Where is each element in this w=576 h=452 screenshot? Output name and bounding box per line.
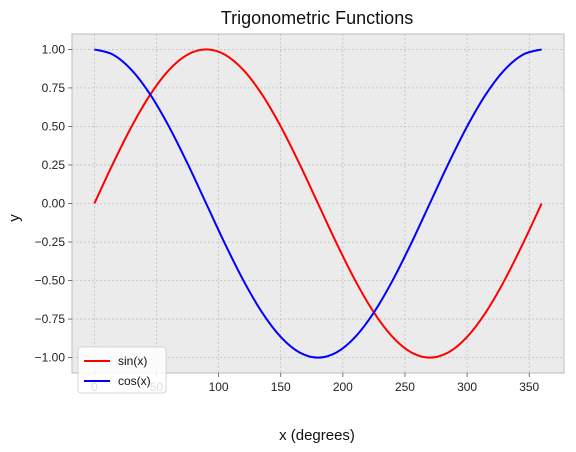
series-lines <box>93 48 543 359</box>
y-tick-label: −0.75 <box>35 312 66 326</box>
y-tick-label: 1.00 <box>42 42 66 56</box>
y-tick-label: 0.50 <box>42 119 66 133</box>
x-tick-label: 200 <box>333 380 353 394</box>
y-tick-label: −0.50 <box>35 274 66 288</box>
series-line-cos <box>94 48 542 359</box>
chart-title: Trigonometric Functions <box>221 8 413 28</box>
legend-label: cos(x) <box>118 374 151 388</box>
legend-label: sin(x) <box>118 354 147 368</box>
x-tick-label: 150 <box>271 380 291 394</box>
y-tick-label: 0.00 <box>42 197 66 211</box>
series-line-sin <box>93 48 543 359</box>
axis-ticks: 0501001502002503003501.000.750.500.250.0… <box>35 42 540 394</box>
x-tick-label: 300 <box>457 380 477 394</box>
legend: sin(x) cos(x) <box>77 346 167 394</box>
y-axis-label: y <box>6 214 23 222</box>
y-tick-label: 0.25 <box>42 158 66 172</box>
y-tick-label: 0.75 <box>42 81 66 95</box>
x-tick-label: 350 <box>519 380 539 394</box>
y-tick-label: −0.25 <box>35 235 66 249</box>
x-tick-label: 250 <box>395 380 415 394</box>
y-tick-label: −1.00 <box>35 351 66 365</box>
x-tick-label: 100 <box>209 380 229 394</box>
x-axis-label: x (degrees) <box>279 427 355 444</box>
